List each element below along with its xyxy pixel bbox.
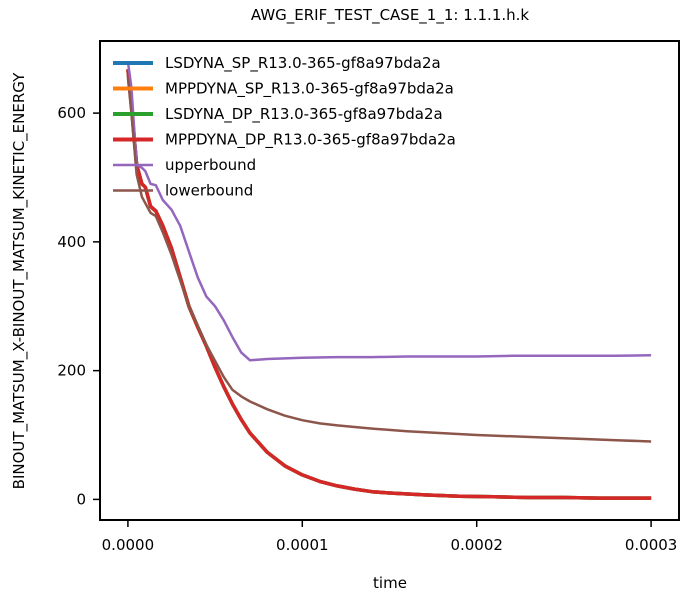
x-tick-label: 0.0002 — [450, 536, 503, 554]
legend-label-4: MPPDYNA_DP_R13.0-365-gf8a97bda2a — [165, 131, 456, 150]
y-tick-label: 400 — [57, 233, 86, 251]
x-axis: 0.0000 0.0001 0.0002 0.0003 — [102, 520, 678, 554]
plot-frame — [99, 40, 680, 521]
y-tick-label: 600 — [57, 104, 86, 122]
chart-title: AWG_ERIF_TEST_CASE_1_1: 1.1.1.h.k — [251, 6, 530, 25]
series-line-5 — [126, 61, 652, 362]
series-line-4 — [126, 69, 652, 500]
legend-label-6: lowerbound — [165, 182, 253, 200]
legend: LSDYNA_SP_R13.0-365-gf8a97bda2a MPPDYNA_S… — [113, 54, 456, 200]
y-tick-label: 0 — [76, 490, 86, 508]
y-tick-label: 200 — [57, 362, 86, 380]
legend-label-1: LSDYNA_SP_R13.0-365-gf8a97bda2a — [165, 54, 441, 73]
series-line-6 — [126, 77, 652, 443]
legend-label-2: MPPDYNA_SP_R13.0-365-gf8a97bda2a — [165, 80, 454, 99]
y-axis: 0 200 400 600 — [57, 104, 100, 508]
legend-label-5: upperbound — [165, 156, 256, 174]
legend-label-3: LSDYNA_DP_R13.0-365-gf8a97bda2a — [165, 105, 443, 124]
x-axis-label: time — [373, 574, 407, 592]
x-tick-label: 0.0001 — [276, 536, 329, 554]
x-tick-label: 0.0003 — [625, 536, 678, 554]
y-axis-label: BINOUT_MATSUM_X-BINOUT_MATSUM_KINETIC_EN… — [10, 72, 29, 489]
plot-area — [126, 61, 652, 500]
x-tick-label: 0.0000 — [102, 536, 155, 554]
